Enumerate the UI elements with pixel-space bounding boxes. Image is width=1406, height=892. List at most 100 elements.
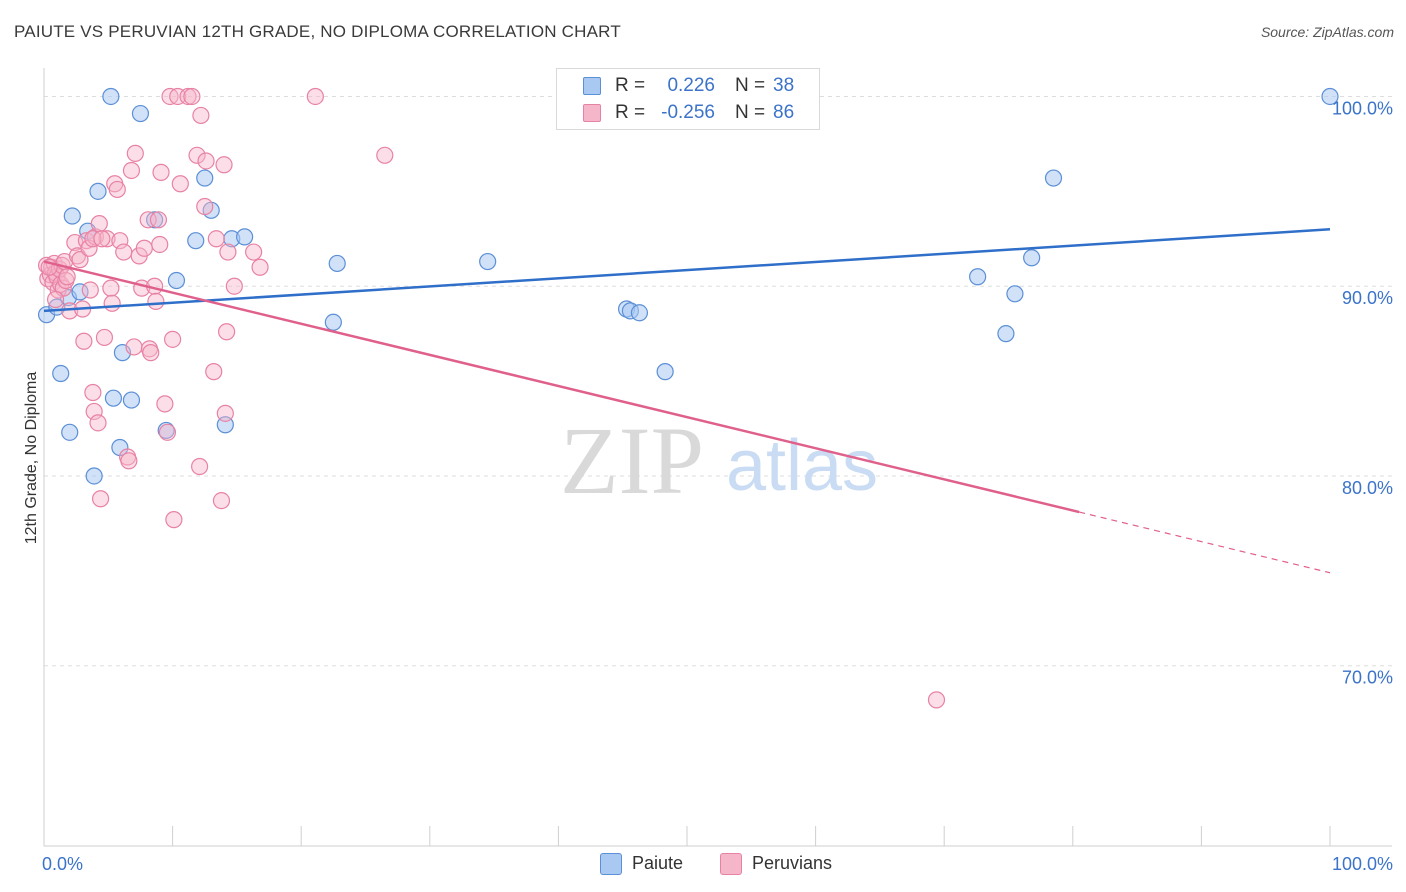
peruvian-point: [218, 323, 236, 341]
x-tick-label: 100.0%: [1332, 854, 1393, 874]
peruvian-point: [81, 281, 99, 299]
peruvian-point: [205, 363, 223, 381]
peruvian-point: [158, 423, 177, 441]
paiute-point: [122, 391, 141, 409]
peruvian-point: [192, 106, 210, 125]
watermark: ZIP atlas: [560, 407, 878, 514]
peruvian-point: [171, 175, 189, 193]
peruvian-point: [147, 292, 165, 310]
peruvian-point: [71, 251, 89, 269]
gridlines: [44, 95, 1392, 667]
peruvian-point: [89, 414, 107, 432]
peruvian-point: [122, 161, 141, 180]
paiute-point: [131, 104, 150, 123]
paiute-point: [196, 169, 214, 187]
paiute-point: [85, 467, 103, 485]
peruvian-point: [135, 239, 153, 257]
paiute-point: [187, 232, 205, 250]
axes: [43, 68, 1392, 847]
peruvian-point: [125, 338, 143, 356]
paiute-point: [630, 304, 649, 322]
peruvian-point: [126, 144, 144, 162]
peruvian-point: [152, 163, 170, 181]
y-axis-label: 12th Grade, No Diploma: [23, 371, 40, 545]
peruvian-point: [108, 180, 126, 199]
peruvian-point: [164, 330, 182, 348]
paiute-point: [89, 182, 107, 200]
x-tick-label: 0.0%: [42, 854, 83, 874]
peruvian-point: [197, 152, 215, 170]
peruvian-trend-extension: [1079, 511, 1331, 574]
peruvian-point: [85, 402, 103, 421]
paiute-point: [1044, 169, 1063, 187]
paiute-point: [1023, 249, 1041, 267]
peruvian-point: [149, 211, 168, 229]
chart-title: PAIUTE VS PERUVIAN 12TH GRADE, NO DIPLOM…: [14, 22, 621, 41]
peruvians-legend-label: Peruvians: [752, 853, 833, 873]
peruvian-point: [212, 492, 231, 510]
paiute-point: [997, 325, 1015, 343]
peruvian-point: [91, 490, 110, 508]
peruvians-n-label: N =: [735, 102, 766, 123]
paiute-n-label: N =: [735, 75, 766, 96]
peruvian-point: [225, 277, 243, 295]
peruvian-point: [245, 243, 263, 261]
watermark-atlas: atlas: [726, 426, 878, 506]
paiute-swatch: [583, 77, 601, 95]
y-tick-label: 90.0%: [1342, 288, 1393, 308]
stats-legend: R = 0.226 N = 38 R = -0.256 N = 86: [556, 68, 820, 130]
peruvian-point: [306, 87, 324, 106]
peruvians-r-label: R =: [615, 102, 646, 123]
peruvian-point: [183, 87, 201, 106]
paiute-point: [61, 423, 79, 441]
paiute-point: [52, 364, 70, 383]
paiute-r-value: 0.226: [667, 75, 715, 96]
peruvian-point: [75, 332, 93, 350]
peruvian-point: [84, 383, 102, 402]
trend-lines: [43, 228, 1331, 574]
paiute-legend-swatch: [600, 853, 622, 875]
paiute-point: [104, 389, 123, 407]
peruvian-point: [216, 404, 234, 422]
peruvian-point: [215, 156, 233, 174]
peruvian-point: [188, 146, 206, 164]
paiute-point: [145, 211, 164, 229]
peruvians-r-value: -0.256: [661, 102, 715, 123]
peruvian-point: [95, 328, 114, 347]
peruvian-point: [142, 344, 160, 362]
peruvian-point: [191, 457, 209, 476]
peruvian-point: [120, 452, 138, 470]
peruvian-point: [90, 215, 108, 233]
peruvians-swatch: [583, 104, 601, 122]
peruvian-point: [111, 232, 129, 250]
paiute-point: [969, 268, 987, 286]
peruvian-point: [93, 230, 111, 248]
peruvian-point: [165, 511, 183, 529]
peruvian-point: [115, 243, 133, 261]
paiute-trend-line: [43, 228, 1331, 313]
peruvian-point: [103, 294, 121, 312]
paiute-point: [479, 252, 497, 271]
y-tick-label: 70.0%: [1342, 668, 1393, 688]
peruvian-point: [151, 235, 169, 254]
peruvian-point: [207, 230, 225, 248]
paiute-n-value: 38: [773, 75, 795, 96]
peruvian-point: [102, 279, 120, 297]
source-label: Source: ZipAtlas.com: [1260, 24, 1394, 40]
peruvian-point: [927, 691, 946, 709]
peruvian-trend-line: [43, 260, 1080, 514]
paiute-point: [236, 228, 254, 246]
watermark-zip: ZIP: [560, 407, 704, 514]
paiute-legend-label: Paiute: [632, 853, 684, 873]
peruvian-point: [179, 87, 197, 106]
paiute-point: [63, 207, 81, 225]
tick-labels: 100.0% 90.0% 80.0% 70.0% 0.0% 100.0%: [42, 98, 1393, 874]
y-tick-label: 80.0%: [1342, 478, 1393, 498]
paiute-point: [1321, 87, 1339, 106]
peruvian-point: [58, 268, 76, 286]
paiute-point: [324, 313, 342, 331]
peruvian-point: [84, 230, 102, 248]
paiute-point: [71, 283, 89, 301]
peruvian-point: [46, 290, 65, 309]
